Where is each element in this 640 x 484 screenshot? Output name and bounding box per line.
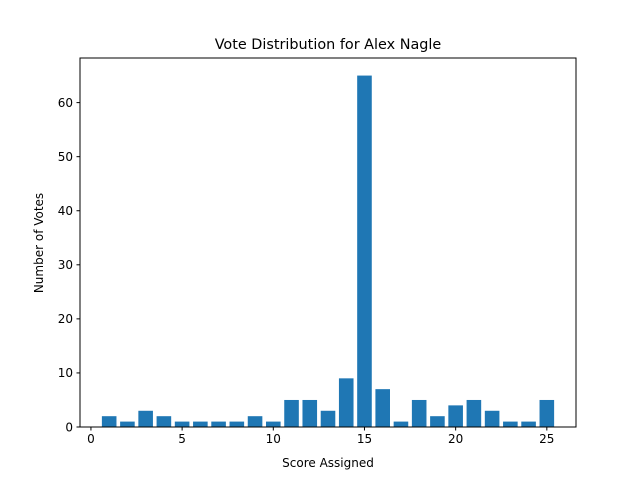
- y-tick-label-30: 30: [58, 258, 73, 272]
- bar-score-12: [302, 399, 318, 427]
- bar-score-11: [284, 399, 299, 427]
- bar-score-24: [521, 421, 536, 427]
- bar-score-8: [229, 421, 245, 427]
- x-axis-label: Score Assigned: [282, 456, 374, 470]
- y-tick-label-40: 40: [58, 204, 73, 218]
- y-ticks-group: 0 10 20 30 40 50 60: [58, 96, 80, 434]
- y-tick-label-50: 50: [58, 150, 73, 164]
- y-tick-label-10: 10: [58, 366, 73, 380]
- bar-score-7: [211, 421, 226, 427]
- bar-score-6: [193, 421, 208, 427]
- bar-score-18: [411, 399, 427, 427]
- bars-group: [101, 75, 555, 427]
- x-tick-label-10: 10: [266, 432, 281, 446]
- bar-score-19: [430, 416, 445, 427]
- x-tick-label-20: 20: [448, 432, 463, 446]
- y-tick-label-60: 60: [58, 96, 73, 110]
- bar-score-1: [101, 416, 117, 427]
- bar-score-10: [266, 421, 281, 427]
- bar-score-9: [247, 416, 263, 427]
- bar-score-20: [448, 405, 463, 427]
- chart-title: Vote Distribution for Alex Nagle: [215, 37, 442, 53]
- bar-score-22: [484, 410, 500, 427]
- x-tick-label-5: 5: [178, 432, 186, 446]
- y-tick-label-0: 0: [65, 420, 73, 434]
- x-tick-label-0: 0: [87, 432, 95, 446]
- bar-score-25: [539, 399, 555, 427]
- x-ticks-group: 0 5 10 15 20 25: [87, 427, 554, 446]
- bar-score-17: [393, 421, 409, 427]
- bar-score-15: [357, 75, 372, 427]
- bar-score-2: [120, 421, 135, 427]
- bar-score-3: [138, 410, 153, 427]
- y-tick-label-20: 20: [58, 312, 73, 326]
- bar-score-14: [338, 378, 354, 427]
- x-tick-label-25: 25: [539, 432, 554, 446]
- plot-area-frame: [79, 57, 577, 428]
- bar-score-13: [320, 410, 336, 427]
- y-axis-label: Number of Votes: [32, 193, 46, 293]
- bar-score-16: [375, 389, 390, 427]
- x-tick-label-15: 15: [357, 432, 372, 446]
- bar-score-21: [466, 399, 482, 427]
- bar-score-5: [174, 421, 190, 427]
- bar-score-4: [156, 416, 172, 427]
- bar-score-23: [503, 421, 518, 427]
